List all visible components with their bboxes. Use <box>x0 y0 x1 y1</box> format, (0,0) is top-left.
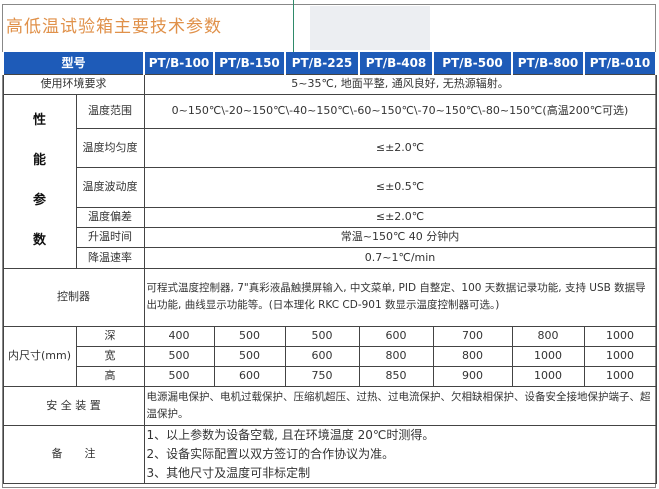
perf-label: 降温速率 <box>75 246 145 269</box>
safety-value: 电源漏电保护、电机过载保护、压缩机超压、过热、过电流保护、欠相缺相保护、设备安全… <box>143 385 657 426</box>
dim-cell: 800 <box>511 325 585 347</box>
model-header: PT/B-100 <box>143 52 216 74</box>
dim-row: 宽 500 500 600 800 800 1000 1000 <box>3 345 657 367</box>
dim-cell: 700 <box>432 325 513 347</box>
dimensions-label: 内尺寸(mm) <box>2 325 77 387</box>
perf-value: 常温~150℃ 40 分钟内 <box>143 226 657 248</box>
controller-value: 可程式温度控制器, 7"真彩液晶触摸屏输入, 中文菜单, PID 自整定、100… <box>143 267 657 327</box>
perf-value: ≤±0.5℃ <box>143 166 657 208</box>
perf-value: 0~150℃\-20~150℃\-40~150℃\-60~150℃\-70~15… <box>143 93 657 129</box>
perf-row: 升温时间 常温~150℃ 40 分钟内 <box>3 226 657 248</box>
dim-cell: 1000 <box>583 365 657 387</box>
dim-cell: 500 <box>143 345 215 367</box>
perf-row: 温度均匀度 ≤±2.0℃ <box>3 127 657 168</box>
perf-value: 0.7~1℃/min <box>143 246 657 269</box>
note-item: 3、其他尺寸及温度可非标定制 <box>146 465 311 480</box>
dim-cell: 750 <box>284 365 360 387</box>
dim-cell: 1000 <box>583 325 657 347</box>
controller-row: 控制器 可程式温度控制器, 7"真彩液晶触摸屏输入, 中文菜单, PID 自整定… <box>2 267 657 327</box>
performance-group-label: 性能参数 <box>2 93 77 269</box>
dim-cell: 600 <box>284 345 360 367</box>
notes-row: 备 注 1、以上参数为设备空载, 且在环境温度 20℃时测得。 2、设备实际配置… <box>2 424 657 484</box>
env-value: 5~35℃, 地面平整, 通风良好, 无热源辐射。 <box>143 73 657 95</box>
background-image <box>310 6 430 50</box>
dim-cell: 1000 <box>583 345 657 367</box>
env-label: 使用环境要求 <box>2 73 145 95</box>
perf-value: ≤±2.0℃ <box>143 127 657 168</box>
note-item: 1、以上参数为设备空载, 且在环境温度 20℃时测得。 <box>146 427 435 442</box>
notes-value: 1、以上参数为设备空载, 且在环境温度 20℃时测得。 2、设备实际配置以双方签… <box>143 424 657 484</box>
perf-label: 温度均匀度 <box>75 127 145 168</box>
dim-cell: 500 <box>143 365 215 387</box>
model-header: PT/B-150 <box>213 52 287 74</box>
perf-label: 温度偏差 <box>75 206 145 228</box>
header-row: 型号 PT/B-100 PT/B-150 PT/B-225 PT/B-408 P… <box>1 52 658 74</box>
controller-label: 控制器 <box>2 267 145 327</box>
dim-label: 深 <box>75 325 145 347</box>
dim-cell: 900 <box>432 365 513 387</box>
perf-value: ≤±2.0℃ <box>143 206 657 228</box>
model-label: 型号 <box>1 52 146 74</box>
model-header: PT/B-010 <box>583 52 658 74</box>
perf-label: 温度范围 <box>75 93 145 129</box>
dim-label: 高 <box>75 365 145 387</box>
dim-cell: 850 <box>358 365 434 387</box>
group-char: 能 <box>32 153 46 168</box>
perf-label: 温度波动度 <box>75 166 145 208</box>
perf-label: 升温时间 <box>75 226 145 248</box>
dim-cell: 800 <box>432 345 513 367</box>
note-item: 2、设备实际配置以双方签订的合作协议为准。 <box>146 446 395 461</box>
group-char: 数 <box>32 233 46 248</box>
model-header: PT/B-500 <box>432 52 514 74</box>
group-char: 性 <box>32 113 46 128</box>
dim-cell: 600 <box>213 365 286 387</box>
dim-row: 高 500 600 750 850 900 1000 1000 <box>3 365 657 387</box>
dim-cell: 500 <box>213 345 286 367</box>
dim-row: 内尺寸(mm) 深 400 500 500 600 700 800 1000 <box>2 325 657 387</box>
perf-row: 温度波动度 ≤±0.5℃ <box>3 166 657 208</box>
dim-cell: 500 <box>284 325 360 347</box>
safety-row: 安 全 装 置 电源漏电保护、电机过载保护、压缩机超压、过热、过电流保护、欠相缺… <box>2 385 657 426</box>
model-header: PT/B-408 <box>358 52 435 74</box>
dim-cell: 800 <box>358 345 434 367</box>
model-header: PT/B-225 <box>284 52 361 74</box>
safety-label: 安 全 装 置 <box>2 385 145 426</box>
dim-label: 宽 <box>75 345 145 367</box>
perf-row: 降温速率 0.7~1℃/min <box>3 246 657 269</box>
spec-table: 型号 PT/B-100 PT/B-150 PT/B-225 PT/B-408 P… <box>1 52 658 484</box>
perf-row: 性能参数 温度范围 0~150℃\-20~150℃\-40~150℃\-60~1… <box>2 93 657 269</box>
dim-cell: 400 <box>143 325 215 347</box>
dim-cell: 500 <box>213 325 286 347</box>
dim-cell: 600 <box>358 325 434 347</box>
model-header: PT/B-800 <box>511 52 586 74</box>
perf-row: 温度偏差 ≤±2.0℃ <box>3 206 657 228</box>
page-title: 高低温试验箱主要技术参数 <box>6 17 222 37</box>
notes-label: 备 注 <box>2 424 145 484</box>
dim-cell: 1000 <box>511 345 585 367</box>
env-row: 使用环境要求 5~35℃, 地面平整, 通风良好, 无热源辐射。 <box>2 73 657 95</box>
group-char: 参 <box>32 193 46 208</box>
guide-line <box>293 0 294 52</box>
dim-cell: 1000 <box>511 365 585 387</box>
